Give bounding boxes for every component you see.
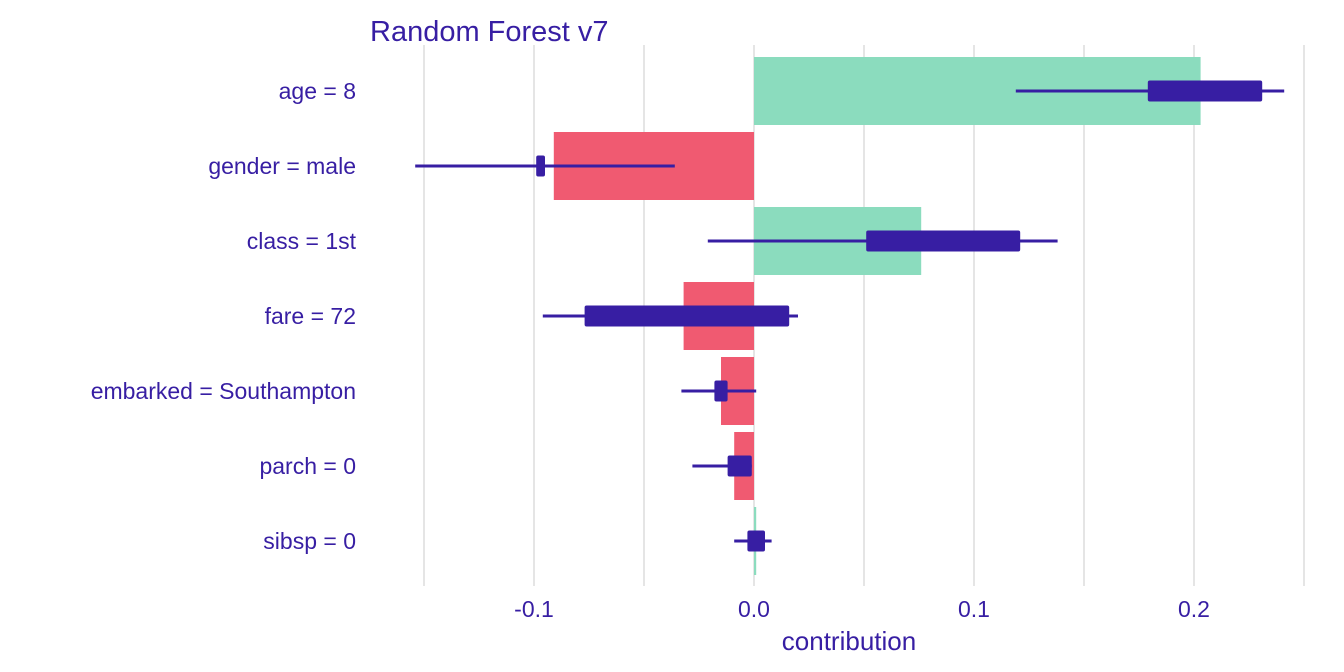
variable-label: embarked = Southampton [91,378,356,404]
boxplot-box [747,530,765,552]
boxplot-box [866,230,1021,252]
boxplot-box [727,455,752,477]
variable-label: fare = 72 [265,303,356,329]
boxplots [415,80,1285,552]
variable-label: parch = 0 [259,453,356,479]
variable-label: age = 8 [279,78,356,104]
x-tick-label: 0.0 [738,596,770,622]
x-axis-label: contribution [782,626,916,656]
boxplot-box [1147,80,1263,102]
boxplot-box [536,155,545,177]
x-tick-label: 0.2 [1178,596,1210,622]
variable-labels: age = 8 gender = male class = 1st fare = 72… [91,78,357,554]
variable-label: gender = male [208,153,356,179]
boxplot-box [584,305,790,327]
x-axis-ticks: -0.1 0.0 0.1 0.2 [514,596,1210,622]
x-tick-label: 0.1 [958,596,990,622]
variable-label: sibsp = 0 [263,528,356,554]
chart-title: Random Forest v7 [370,16,609,48]
boxplot-box [714,380,728,402]
variable-label: class = 1st [247,228,357,254]
x-tick-label: -0.1 [514,596,554,622]
